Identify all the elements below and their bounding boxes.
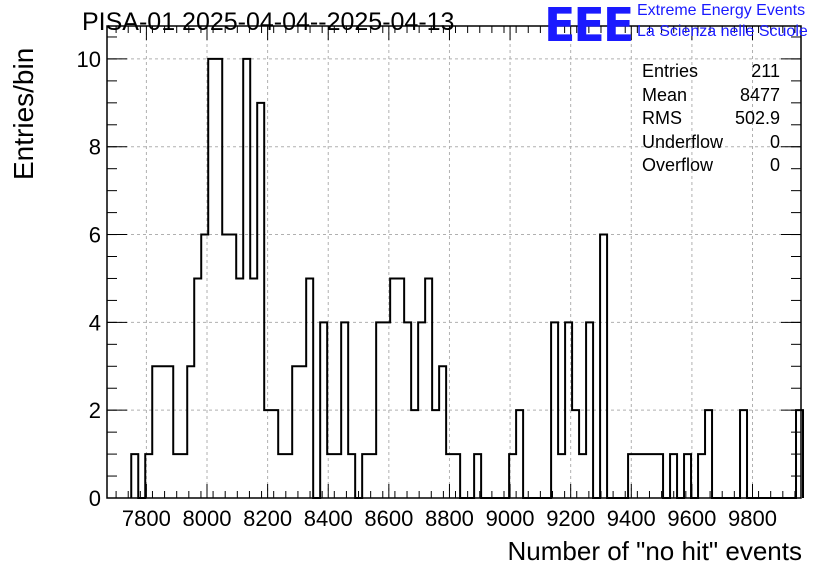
y-axis-label: Entries/bin	[8, 47, 39, 180]
logo-line-1: Extreme Energy Events	[637, 2, 806, 19]
y-tick-label: 10	[77, 47, 101, 72]
histogram-bin	[572, 410, 579, 498]
logo-line-2: La Scienza nelle Scuole	[637, 23, 808, 40]
histogram-bin	[348, 454, 355, 498]
histogram-bin	[229, 235, 236, 498]
stat-rms: RMS 502.9	[642, 107, 780, 131]
histogram-bin	[642, 454, 649, 498]
y-tick-label: 0	[89, 486, 101, 511]
histogram-bin	[187, 366, 194, 498]
stat-value: 0	[769, 155, 780, 175]
stat-value: 502.9	[734, 108, 780, 128]
histogram-bin	[194, 278, 201, 498]
x-tick-label: 9600	[667, 506, 716, 531]
histogram-bin	[299, 366, 306, 498]
histogram-bin	[278, 454, 285, 498]
histogram-bin	[579, 454, 586, 498]
histogram-bin	[740, 410, 747, 498]
histogram-bin	[131, 454, 138, 498]
histogram-bin	[516, 410, 523, 498]
x-tick-labels: 7800 8000 8200 8400 8600 8800 9000 9200 9400 9600…	[122, 506, 777, 531]
histogram-bin	[208, 59, 215, 498]
x-tick-label: 9000	[486, 506, 535, 531]
stat-mean: Mean 8477	[642, 84, 780, 108]
stat-value: 0	[769, 131, 780, 152]
x-tick-label: 9200	[546, 506, 595, 531]
x-tick-label: 8000	[183, 506, 232, 531]
x-tick-label: 8200	[243, 506, 292, 531]
x-tick-label: 9400	[607, 506, 656, 531]
y-tick-label: 4	[89, 310, 101, 335]
x-tick-label: 8400	[304, 506, 353, 531]
histogram-bin	[306, 278, 313, 498]
y-tick-labels: 0 2 4 6 8 10	[77, 47, 101, 511]
histogram-bin	[159, 366, 166, 498]
histogram-bin	[292, 366, 299, 498]
histogram-bin	[152, 366, 159, 498]
stat-label: Underflow	[642, 131, 724, 152]
histogram-bin	[215, 59, 222, 498]
plot-frame	[106, 25, 802, 499]
histogram-bin	[271, 410, 278, 498]
histogram-bin	[236, 278, 243, 498]
stat-entries: Entries 211	[642, 60, 780, 84]
histogram-bin	[425, 278, 432, 498]
histogram-bin	[705, 410, 712, 498]
histogram-bin	[243, 59, 250, 498]
histogram-bin	[600, 235, 607, 498]
x-tick-label: 7800	[122, 506, 171, 531]
histogram-bin	[411, 410, 418, 498]
stat-label: Entries	[642, 61, 699, 81]
histogram-bin	[397, 278, 404, 498]
histogram-bin	[180, 454, 187, 498]
histogram-bin	[453, 454, 460, 498]
eee-logo: EEE	[544, 0, 634, 52]
x-tick-label: 8800	[425, 506, 474, 531]
stat-value: 211	[751, 61, 780, 81]
stat-overflow: Overflow 0	[642, 154, 780, 178]
histogram-bin	[698, 454, 705, 498]
histogram-bin	[684, 454, 691, 498]
stat-underflow: Underflow 0	[642, 131, 780, 155]
histogram-bin	[166, 366, 173, 498]
histogram-bin	[222, 235, 229, 498]
stat-label: RMS	[642, 108, 682, 128]
x-axis-label: Number of "no hit" events	[507, 536, 803, 566]
histogram-bin	[649, 454, 656, 498]
x-tick-label: 9800	[728, 506, 777, 531]
histogram-bin	[250, 278, 257, 498]
stats-box: Entries 211 Mean 8477 RMS 502.9 Underflo…	[642, 60, 780, 178]
y-tick-label: 8	[89, 135, 101, 160]
histogram-bin	[635, 454, 642, 498]
stat-value: 8477	[739, 84, 780, 105]
stat-label: Overflow	[642, 155, 714, 175]
histogram-bin	[362, 454, 369, 498]
x-tick-label: 8600	[364, 506, 413, 531]
histogram-bin	[390, 278, 397, 498]
histogram-bin	[334, 454, 341, 498]
y-tick-label: 2	[89, 398, 101, 423]
histogram-bin	[439, 366, 446, 498]
histogram-bin	[558, 454, 565, 498]
histogram-bin	[257, 103, 264, 498]
histogram-bin	[432, 410, 439, 498]
stat-label: Mean	[642, 84, 688, 105]
chart-title: PISA-01 2025-04-04--2025-04-13	[82, 8, 455, 36]
y-tick-label: 6	[89, 223, 101, 248]
